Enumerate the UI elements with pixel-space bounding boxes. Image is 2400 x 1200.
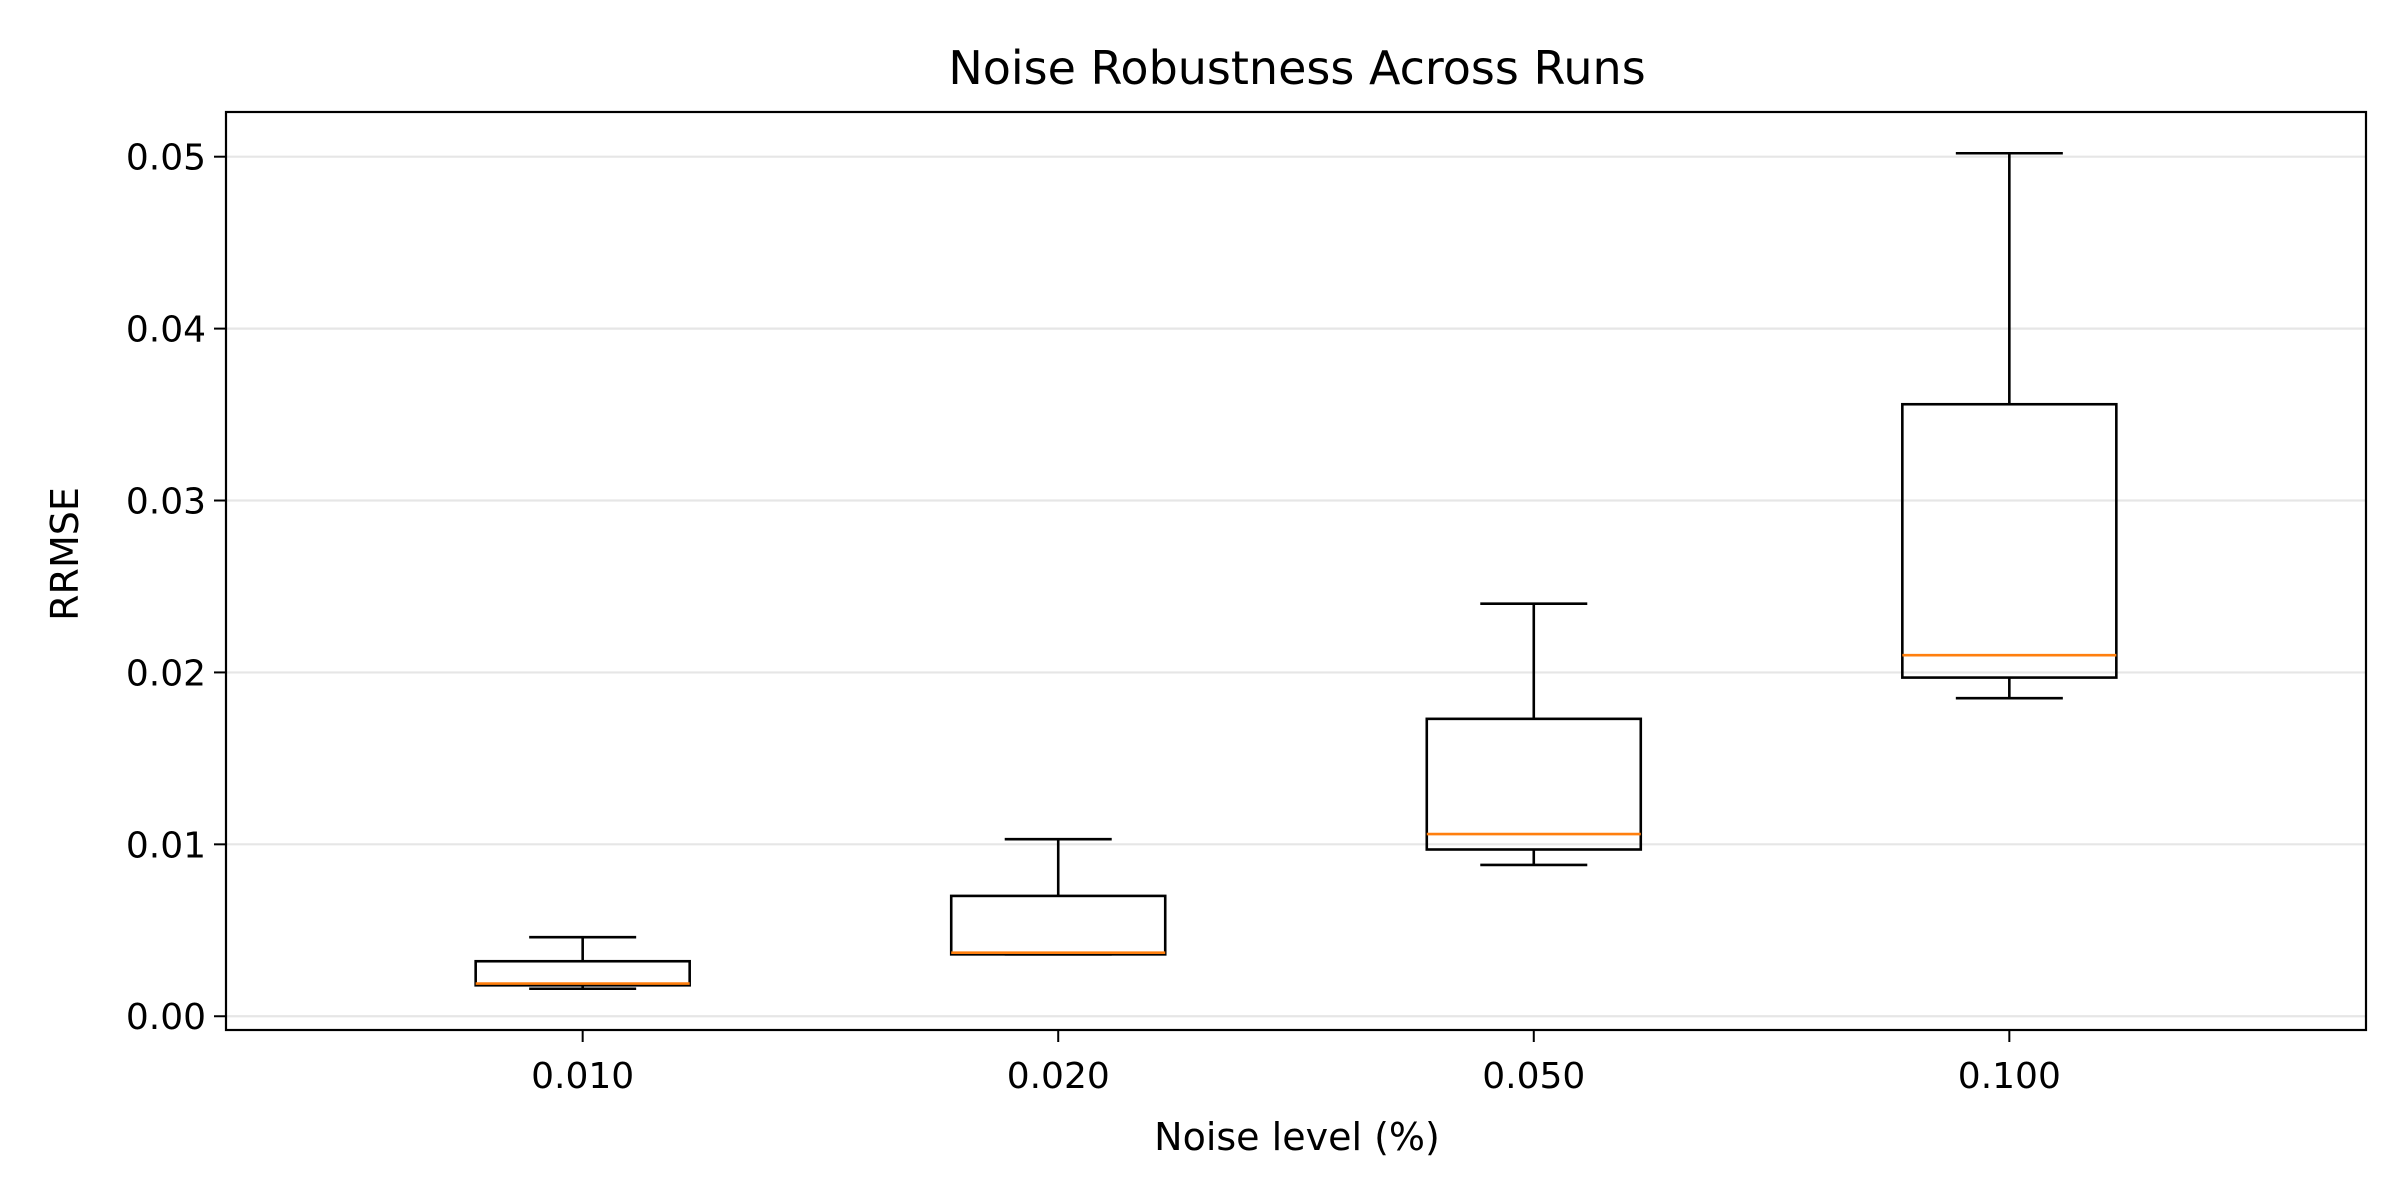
y-tick-label: 0.00 <box>126 997 206 1038</box>
x-tick-label: 0.100 <box>1958 1056 2061 1097</box>
box-group <box>474 935 691 991</box>
y-axis-ticks: 0.00 0.01 0.02 0.03 0.04 0.05 <box>126 138 226 1038</box>
box-iqr <box>1901 402 2118 679</box>
box-iqr <box>474 959 691 987</box>
box-group <box>949 837 1167 956</box>
y-tick-label: 0.02 <box>126 653 206 694</box>
x-tick-label: 0.010 <box>531 1056 634 1097</box>
plot-area-frame <box>224 110 2368 1032</box>
x-axis-ticks: 0.010 0.020 0.050 0.100 <box>531 1030 2061 1097</box>
box-iqr <box>1425 717 1643 851</box>
box-iqr <box>949 894 1167 956</box>
box-group <box>1425 602 1643 867</box>
y-axis-label: RRMSE <box>43 487 87 621</box>
x-tick-label: 0.020 <box>1007 1056 1110 1097</box>
box-group <box>1901 151 2118 700</box>
y-tick-label: 0.03 <box>126 482 206 523</box>
y-tick-label: 0.01 <box>126 825 206 866</box>
y-tick-label: 0.04 <box>126 310 206 351</box>
box-series <box>474 151 2118 991</box>
grid-lines <box>226 155 2366 1018</box>
chart-title: Noise Robustness Across Runs <box>948 41 1645 95</box>
x-tick-label: 0.050 <box>1482 1056 1585 1097</box>
y-tick-label: 0.05 <box>126 138 206 179</box>
x-axis-label: Noise level (%) <box>1154 1115 1440 1159</box>
